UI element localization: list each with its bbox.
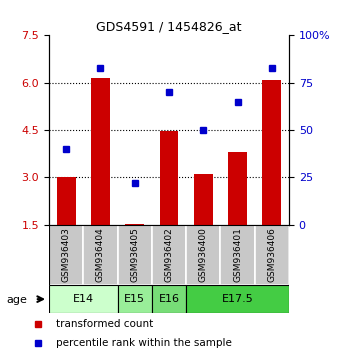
Text: GSM936401: GSM936401 [233, 227, 242, 282]
Text: GSM936400: GSM936400 [199, 227, 208, 282]
Bar [152, 285, 186, 313]
Text: E17.5: E17.5 [222, 294, 254, 304]
Bar [118, 285, 152, 313]
Text: GSM936405: GSM936405 [130, 227, 139, 282]
Bar [194, 174, 213, 225]
Bar [57, 177, 76, 225]
Bar [186, 225, 220, 285]
Text: transformed count: transformed count [56, 319, 153, 329]
Bar [262, 80, 281, 225]
Bar [186, 285, 289, 313]
Bar [118, 225, 152, 285]
Bar [255, 225, 289, 285]
Bar [152, 225, 186, 285]
Bar [220, 225, 255, 285]
Text: E15: E15 [124, 294, 145, 304]
Text: GSM936404: GSM936404 [96, 228, 105, 282]
Bar [160, 131, 178, 225]
Text: percentile rank within the sample: percentile rank within the sample [56, 338, 232, 348]
Bar [228, 152, 247, 225]
Bar [83, 225, 118, 285]
Bar [49, 225, 83, 285]
Title: GDS4591 / 1454826_at: GDS4591 / 1454826_at [96, 20, 242, 33]
Bar [49, 285, 118, 313]
Text: GSM936403: GSM936403 [62, 227, 71, 282]
Text: GSM936402: GSM936402 [165, 228, 173, 282]
Text: GSM936406: GSM936406 [267, 227, 276, 282]
Text: age: age [7, 295, 28, 305]
Bar [91, 78, 110, 225]
Bar [125, 224, 144, 225]
Text: E16: E16 [159, 294, 179, 304]
Text: E14: E14 [73, 294, 94, 304]
